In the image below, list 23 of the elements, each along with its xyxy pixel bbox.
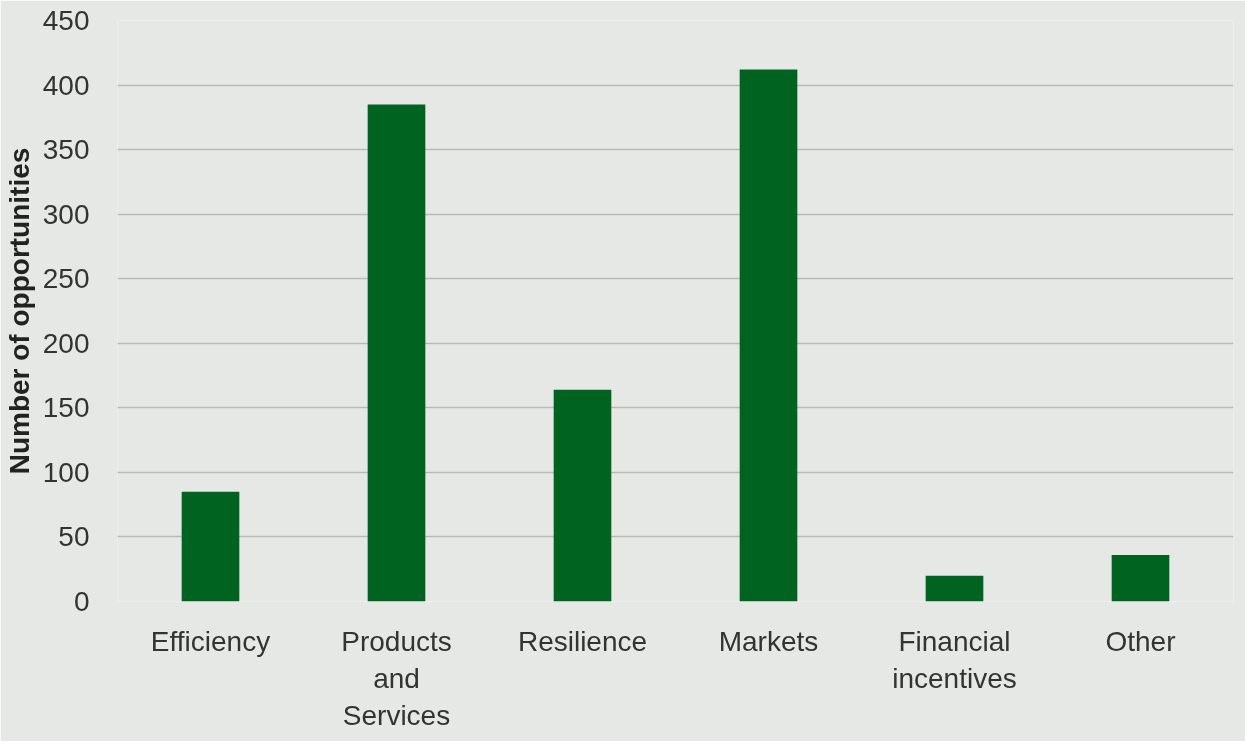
y-tick-label: 200 <box>42 327 90 359</box>
x-tick-label: Efficiency <box>150 625 271 657</box>
y-tick-label: 250 <box>42 263 90 295</box>
y-tick-label: 50 <box>58 521 90 553</box>
bar <box>367 104 426 602</box>
bar <box>739 69 798 602</box>
y-tick-label: 100 <box>42 456 90 488</box>
bar <box>925 575 984 602</box>
y-tick-label: 300 <box>42 198 90 230</box>
y-tick-label: 150 <box>42 392 90 424</box>
bar <box>181 491 240 602</box>
x-tick-label: Financial incentives <box>892 625 1017 694</box>
bar <box>1111 555 1170 602</box>
y-tick-label: 350 <box>42 134 90 166</box>
x-tick-label: Other <box>1105 625 1176 657</box>
y-tick-label: 0 <box>73 586 90 617</box>
x-tick-label: Products and Services <box>341 625 452 731</box>
y-axis-title: Number of opportunities <box>3 147 35 475</box>
bar <box>553 389 612 602</box>
y-tick-label: 400 <box>42 69 90 101</box>
x-tick-label: Markets <box>718 625 819 657</box>
x-tick-label: Resilience <box>517 625 648 657</box>
y-tick-label: 450 <box>42 5 90 36</box>
